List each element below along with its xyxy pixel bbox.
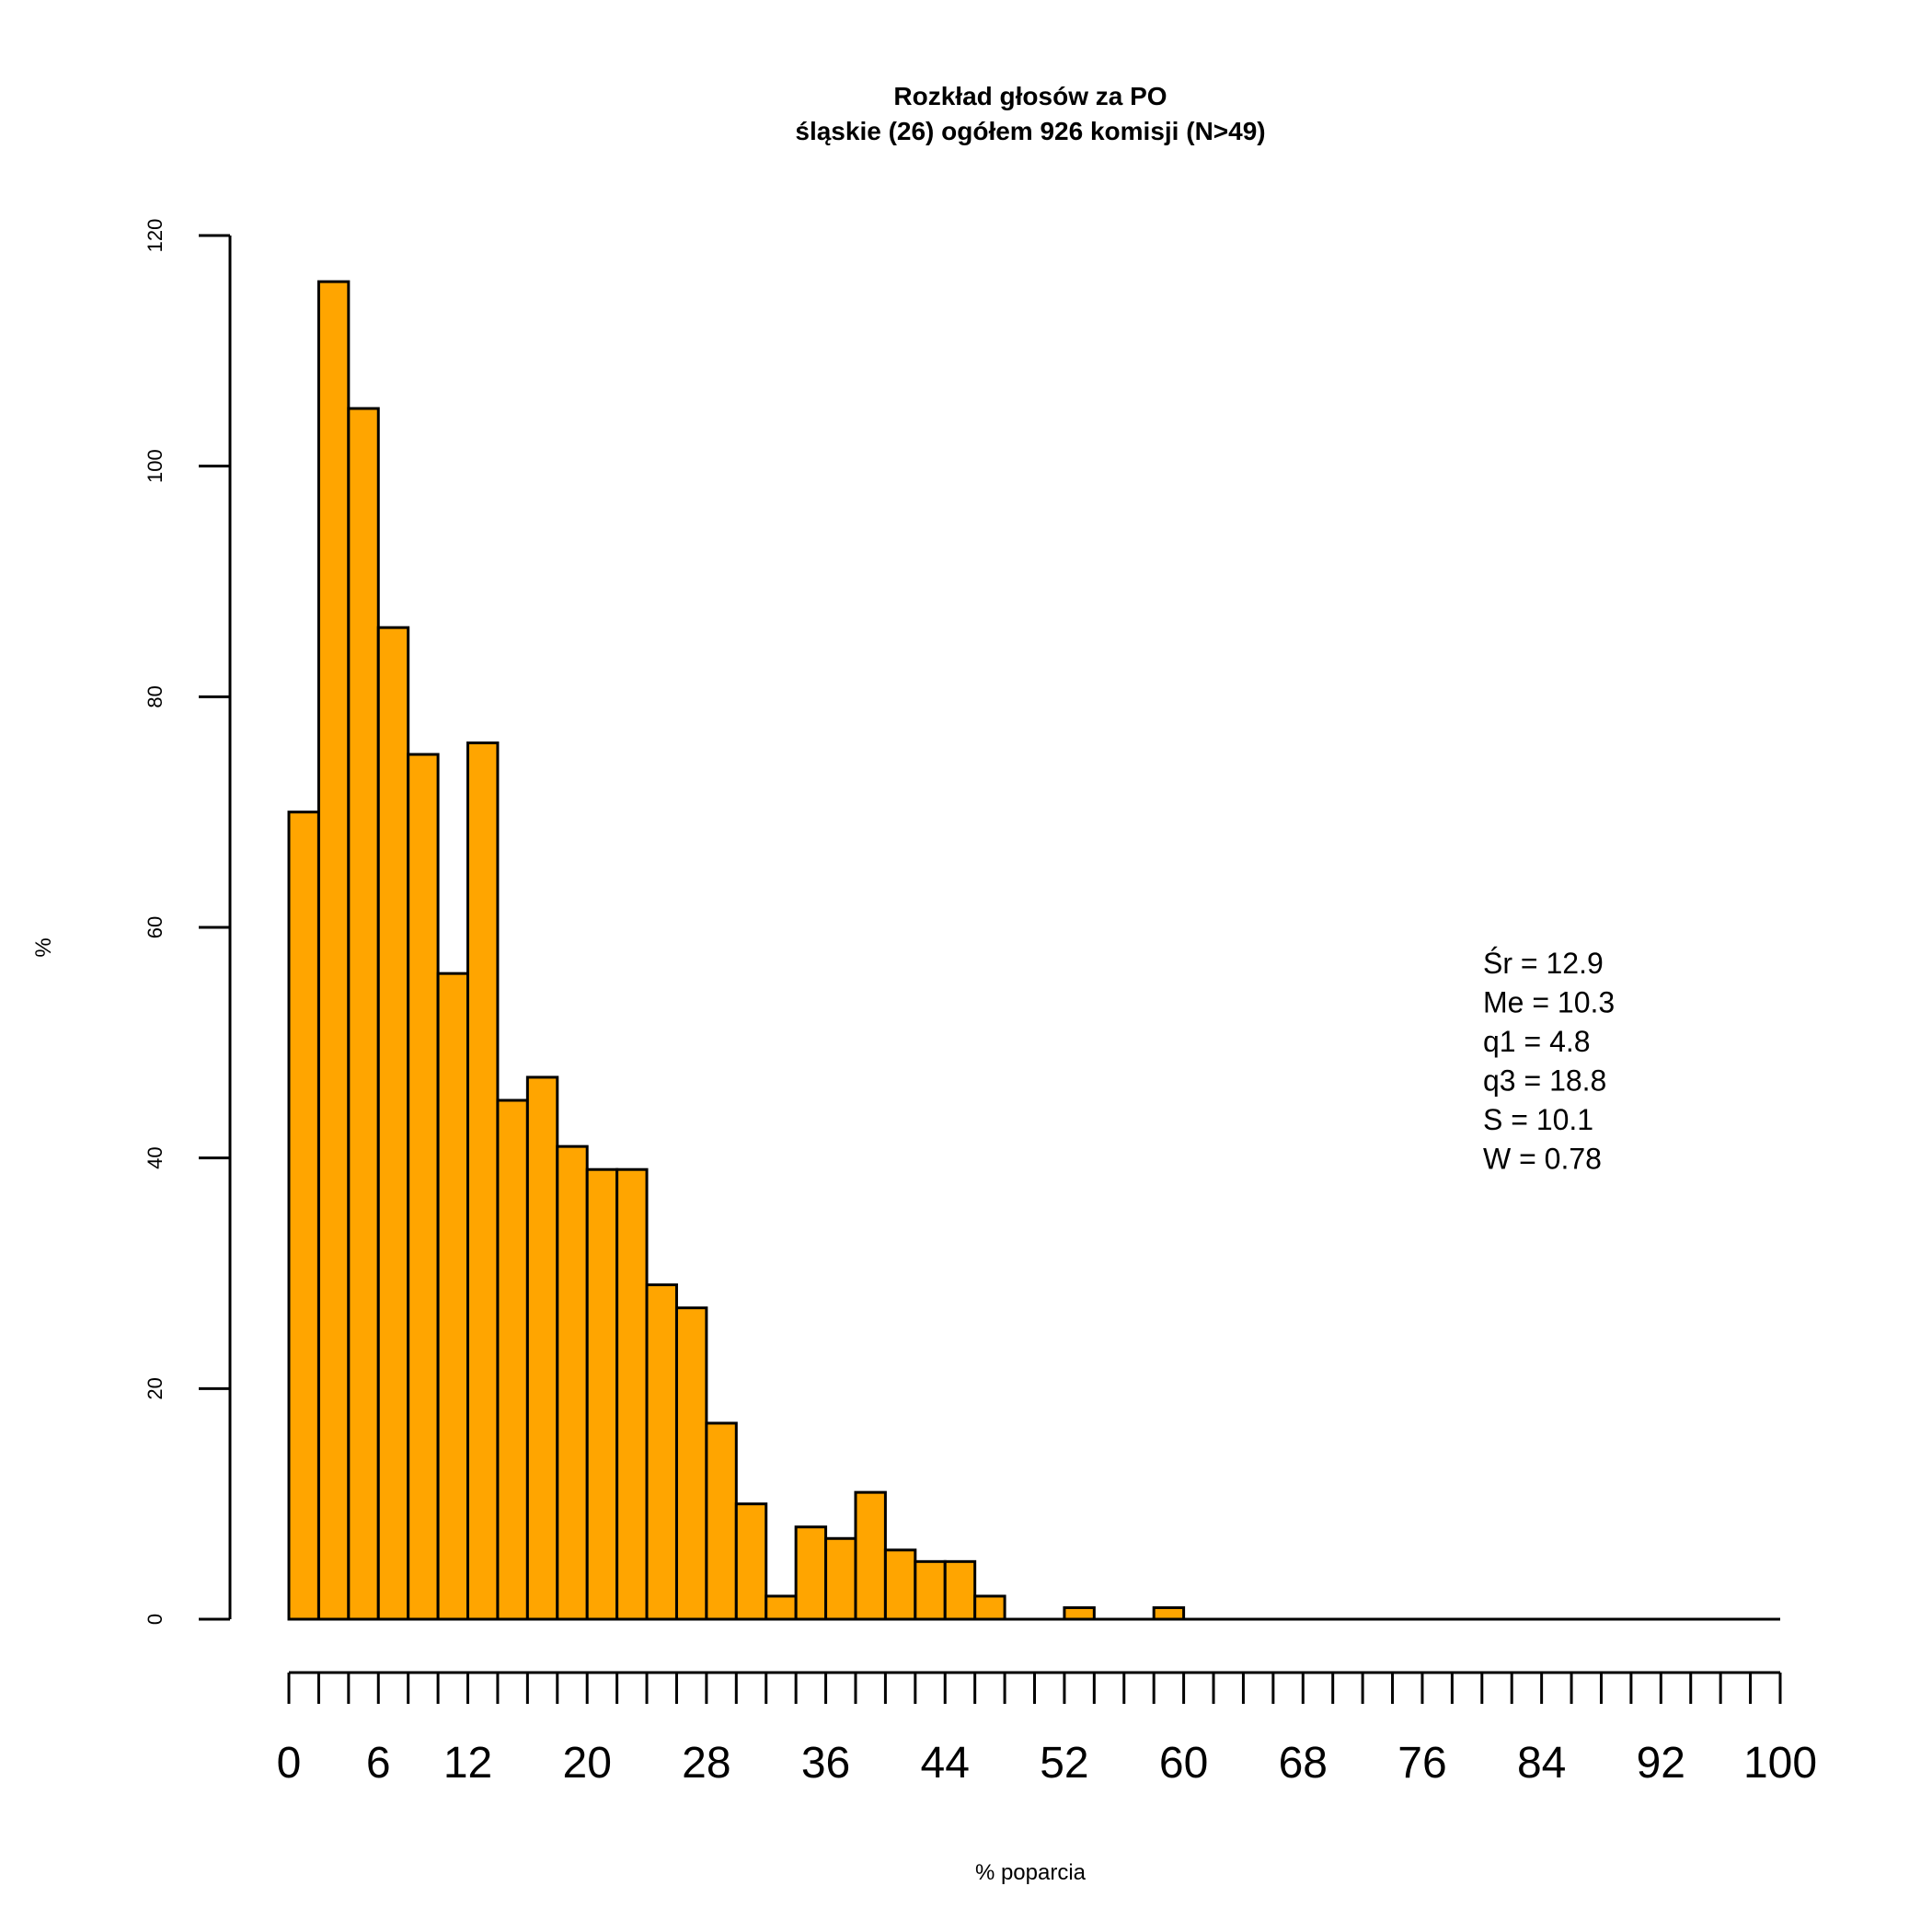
y-tick-label: 0 (144, 1614, 167, 1625)
x-tick-label: 68 (1279, 1739, 1328, 1788)
histogram-bar (287, 811, 320, 1621)
histogram-bar (436, 972, 470, 1621)
x-tick-label: 52 (1040, 1739, 1088, 1788)
histogram-bar (883, 1548, 917, 1621)
y-tick-label: 80 (144, 685, 167, 707)
stats-line: Śr = 12.9 (1483, 947, 1604, 980)
stats-line: S = 10.1 (1483, 1103, 1593, 1136)
histogram-bar (1152, 1605, 1186, 1621)
histogram-bar (943, 1559, 977, 1621)
histogram-bar (615, 1167, 649, 1621)
y-tick-label: 120 (144, 219, 167, 253)
y-axis: 0 20 40 60 80 100 120 (144, 219, 232, 1625)
x-tick-label: 20 (563, 1739, 612, 1788)
histogram-bar (347, 407, 380, 1621)
histogram-bar (585, 1167, 619, 1621)
histogram-bar (1063, 1605, 1096, 1621)
x-tick-label: 76 (1397, 1739, 1446, 1788)
x-axis-label: % poparcia (975, 1860, 1087, 1885)
histogram-bar (734, 1502, 768, 1621)
histogram-bar (794, 1525, 828, 1621)
stats-line: q3 = 18.8 (1483, 1064, 1606, 1098)
histogram-bar (824, 1536, 857, 1621)
x-tick-label: 44 (921, 1739, 970, 1788)
histogram-bar (765, 1594, 798, 1621)
chart-title: Rozkład głosów za PO (893, 82, 1167, 110)
histogram-bar (316, 280, 351, 1621)
histogram-bar (705, 1421, 738, 1621)
histogram-bar (525, 1075, 559, 1621)
histogram-bar (674, 1306, 708, 1621)
x-tick-label: 84 (1517, 1739, 1566, 1788)
stats-line: Me = 10.3 (1483, 986, 1615, 1019)
y-tick-label: 20 (144, 1377, 167, 1399)
histogram-bar (466, 741, 500, 1621)
histogram-bar (376, 626, 410, 1621)
histogram-bar (556, 1144, 589, 1621)
y-tick-label: 60 (144, 916, 167, 938)
x-tick-label: 0 (277, 1739, 302, 1788)
x-axis: 0 6 12 20 28 36 44 52 60 68 76 84 92 100 (277, 1671, 1817, 1788)
x-tick-label: 92 (1637, 1739, 1685, 1788)
x-tick-label: 6 (366, 1739, 391, 1788)
histogram-bar (407, 753, 440, 1621)
stats-box: Śr = 12.9 Me = 10.3 q1 = 4.8 q3 = 18.8 S = 1… (1483, 947, 1615, 1176)
bars-group (287, 280, 1780, 1621)
chart-subtitle: śląskie (26) ogółem 926 komisji (N>49) (795, 117, 1265, 145)
stats-line: q1 = 4.8 (1483, 1025, 1591, 1058)
y-tick-label: 100 (144, 449, 167, 483)
histogram-bar (496, 1098, 529, 1621)
histogram-bar (645, 1283, 678, 1621)
y-axis-label: % (31, 937, 56, 957)
stats-line: W = 0.78 (1483, 1143, 1602, 1176)
x-tick-label: 60 (1159, 1739, 1208, 1788)
y-tick-label: 40 (144, 1146, 167, 1168)
x-tick-label: 100 (1743, 1739, 1817, 1788)
x-tick-label: 12 (443, 1739, 492, 1788)
histogram-bar (854, 1490, 887, 1621)
x-tick-label: 36 (801, 1739, 850, 1788)
x-tick-label: 28 (682, 1739, 730, 1788)
histogram-bar (973, 1594, 1006, 1621)
histogram-bar (914, 1559, 947, 1621)
